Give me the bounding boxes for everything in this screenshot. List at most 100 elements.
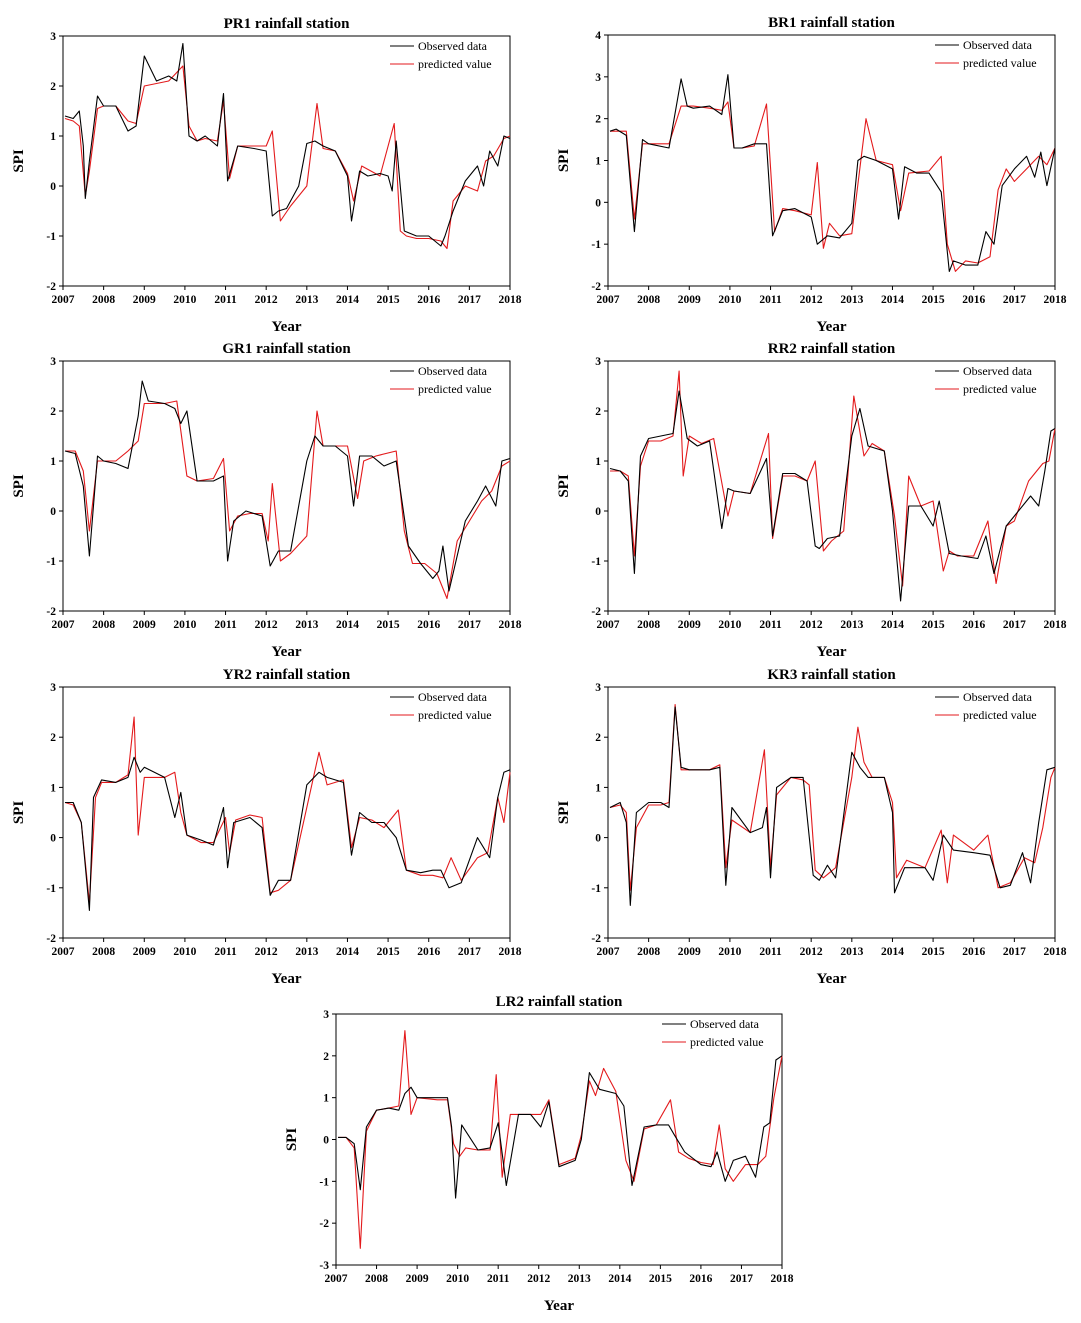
panel-4-x-tick-label: 2015: [922, 619, 945, 631]
panel-3-x-tick-label: 2008: [92, 619, 115, 631]
panel-1-y-tick-label: 2: [50, 81, 56, 93]
panel-6-x-tick-label: 2015: [922, 946, 945, 958]
panel-5-x-tick-label: 2007: [52, 946, 75, 958]
panel-3-observed-line: [64, 380, 511, 592]
panel-1-x-tick-label: 2013: [295, 294, 318, 306]
panel-6-y-tick-label: 2: [595, 732, 601, 744]
panel-6-x-tick-label: 2009: [678, 946, 701, 958]
panel-3-plot-frame: [62, 360, 511, 612]
panel-6-title: KR3 rainfall station: [767, 667, 896, 683]
panel-1-x-tick-label: 2018: [499, 294, 522, 306]
panel-1-x-tick-label: 2016: [417, 294, 440, 306]
panel-5-x-tick-label: 2009: [133, 946, 156, 958]
panel-4-title: RR2 rainfall station: [768, 341, 896, 357]
panel-5-legend-predicted-label: predicted value: [418, 708, 492, 722]
panel-3-title: GR1 rainfall station: [222, 341, 351, 357]
panel-3-x-tick-label: 2010: [173, 619, 196, 631]
panel-4-x-tick-label: 2014: [881, 619, 904, 631]
panel-4-plot-frame: [607, 360, 1056, 612]
panel-3-x-tick-label: 2016: [417, 619, 440, 631]
panel-3-x-tick-label: 2014: [336, 619, 359, 631]
panel-1-y-tick-label: 0: [50, 181, 56, 193]
panel-5-y-axis-label: SPI: [11, 801, 27, 825]
panel-4-predicted-line: [610, 370, 1056, 587]
panel-3-x-tick-label: 2011: [214, 619, 237, 631]
panel-6-x-axis-label: Year: [817, 971, 847, 987]
panel-4-y-tick-label: -2: [591, 606, 601, 618]
panel-1-legend-observed-label: Observed data: [418, 39, 488, 53]
panel-1-x-tick-label: 2010: [173, 294, 196, 306]
panel-3-y-tick-label: 3: [50, 356, 56, 368]
panel-3-x-tick-label: 2007: [52, 619, 75, 631]
panel-5-x-tick-label: 2010: [173, 946, 196, 958]
panel-1-x-axis-label: Year: [272, 319, 302, 335]
panel-7-y-tick-label: -2: [319, 1218, 329, 1230]
panel-4-y-tick-label: 3: [595, 356, 601, 368]
panel-3-y-tick-label: 0: [50, 506, 56, 518]
panel-5-y-tick-label: -2: [46, 933, 56, 945]
panel-4-y-axis-label: SPI: [556, 474, 572, 498]
panel-4-x-tick-label: 2010: [718, 619, 741, 631]
panel-6-x-tick-label: 2014: [881, 946, 904, 958]
panel-6-x-tick-label: 2016: [962, 946, 985, 958]
panel-3-x-tick-label: 2013: [295, 619, 318, 631]
panel-7-y-tick-label: -1: [319, 1176, 329, 1188]
panel-7-x-tick-label: 2016: [689, 1273, 712, 1285]
panel-5-x-tick-label: 2008: [92, 946, 115, 958]
panel-2-x-tick-label: 2007: [597, 294, 620, 306]
panel-2-y-tick-label: 2: [595, 114, 601, 126]
panel-1-observed-line: [64, 42, 511, 247]
panel-6-y-axis-label: SPI: [556, 801, 572, 825]
panel-3-x-tick-label: 2009: [133, 619, 156, 631]
panel-7-observed-line: [338, 1055, 783, 1199]
panel-3-x-tick-label: 2017: [458, 619, 481, 631]
panel-7: LR2 rainfall station 2007 2008 2009 2010 2011…: [284, 994, 794, 1314]
panel-7-x-tick-label: 2010: [446, 1273, 469, 1285]
panel-6-x-tick-label: 2017: [1003, 946, 1026, 958]
panel-7-y-tick-label: 3: [323, 1009, 329, 1021]
panel-6-legend-predicted-label: predicted value: [963, 708, 1037, 722]
panel-7-y-axis-label: SPI: [284, 1128, 300, 1152]
panel-1-title: PR1 rainfall station: [224, 16, 350, 32]
panel-2-plot-frame: [607, 34, 1056, 287]
panel-5-observed-line: [65, 756, 511, 911]
panel-2-y-axis-label: SPI: [556, 149, 572, 173]
panel-2-legend-predicted-label: predicted value: [963, 56, 1037, 70]
panel-7-x-tick-label: 2011: [487, 1273, 510, 1285]
panel-7-predicted-line: [338, 1030, 783, 1249]
panel-4-x-tick-label: 2008: [637, 619, 660, 631]
panel-1-y-axis-label: SPI: [11, 149, 27, 173]
panel-5-plot-frame: [62, 686, 511, 939]
panel-3-legend-predicted-label: predicted value: [418, 382, 492, 396]
panel-2: BR1 rainfall station 2007 2008 2009 2010 2011…: [556, 15, 1067, 335]
panel-6-y-tick-label: 1: [595, 782, 601, 794]
panel-2-x-tick-label: 2017: [1003, 294, 1026, 306]
panel-1-plot-frame: [62, 35, 511, 287]
panel-7-title: LR2 rainfall station: [496, 994, 623, 1010]
panel-7-x-tick-label: 2008: [365, 1273, 388, 1285]
panel-6-x-tick-label: 2011: [759, 946, 782, 958]
panel-1-x-tick-label: 2014: [336, 294, 359, 306]
panel-1-predicted-line: [64, 65, 511, 250]
panel-3-x-tick-label: 2012: [255, 619, 278, 631]
panel-3-y-tick-label: -1: [46, 556, 56, 568]
panel-7-x-tick-label: 2015: [649, 1273, 672, 1285]
panel-3-x-axis-label: Year: [272, 644, 302, 660]
panel-4-x-tick-label: 2018: [1044, 619, 1067, 631]
panel-6-y-tick-label: -1: [591, 883, 601, 895]
panel-2-x-tick-label: 2010: [718, 294, 741, 306]
panel-2-x-tick-label: 2009: [678, 294, 701, 306]
panel-7-legend-predicted-label: predicted value: [690, 1035, 764, 1049]
panel-2-x-tick-label: 2013: [840, 294, 863, 306]
panel-1-x-tick-label: 2017: [458, 294, 481, 306]
panel-6-observed-line: [609, 706, 1056, 906]
panel-1: PR1 rainfall station 2007 2008 2009 2010 2011…: [11, 16, 522, 335]
panel-5-legend-observed-label: Observed data: [418, 690, 488, 704]
panel-6-x-tick-label: 2007: [597, 946, 620, 958]
panel-5-y-tick-label: 1: [50, 782, 56, 794]
panel-4: RR2 rainfall station 2007 2008 2009 2010 2011…: [556, 341, 1067, 660]
panel-2-observed-line: [609, 74, 1056, 272]
panel-6-x-tick-label: 2012: [800, 946, 823, 958]
panel-6-x-tick-label: 2018: [1044, 946, 1067, 958]
panel-4-y-tick-label: 0: [595, 506, 601, 518]
